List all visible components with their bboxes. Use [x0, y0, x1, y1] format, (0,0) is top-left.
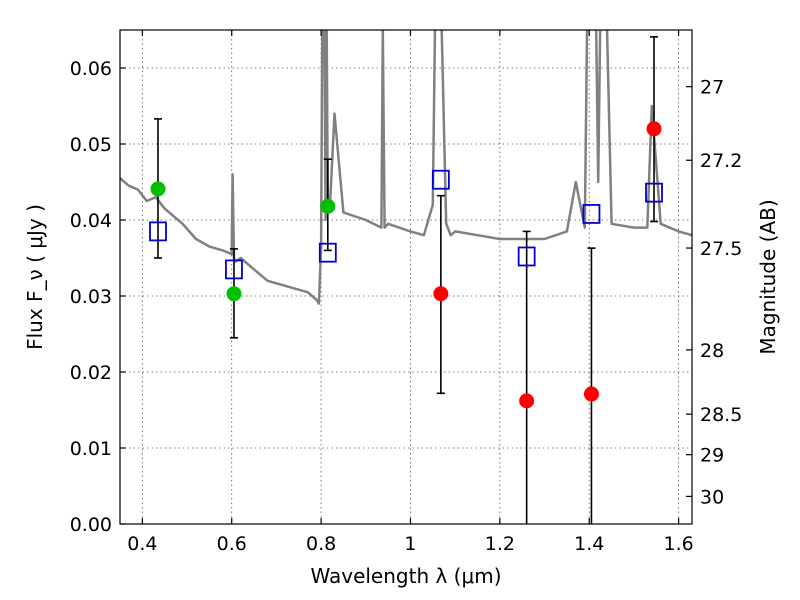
spectrum-layer [120, 30, 692, 305]
y-tick-label: 0.01 [70, 438, 112, 460]
model-photometry-square [225, 259, 243, 280]
model-photometry-square [582, 204, 601, 224]
mag-tick-label: 27.5 [700, 238, 742, 260]
y-tick-label: 0.02 [70, 362, 112, 384]
y-tick-label: 0.03 [70, 286, 112, 308]
x-tick-label: 1.4 [574, 533, 604, 555]
model-photometry-square [149, 221, 167, 242]
error-bars [153, 36, 659, 524]
x-axis-label: Wavelength λ (μm) [310, 564, 501, 588]
detection-point [150, 181, 166, 197]
axis-ticks: 0.4 0.6 0.8 1 1.2 1.4 1.6 0.00 0.01 0.02 0.03 0.04 0… [70, 30, 742, 555]
mag-tick-label: 28 [700, 340, 724, 362]
x-tick-label: 1.2 [485, 533, 515, 555]
x-tick-label: 0.6 [217, 533, 247, 555]
plot-frame [119, 29, 693, 525]
x-tick-label: 0.4 [127, 533, 157, 555]
model-spectrum-line [120, 30, 692, 305]
y-axis-label: Flux F_ν ( μJy ) [23, 204, 47, 350]
low-sn-point [583, 386, 599, 402]
x-tick-label: 1.6 [663, 533, 693, 555]
low-sn-point [433, 286, 449, 302]
detection-point [320, 198, 336, 214]
y-tick-label: 0.00 [70, 514, 112, 536]
low-sn-point [519, 393, 535, 409]
model-photometry-square [431, 169, 450, 190]
model-photometry-square [318, 242, 337, 263]
mag-tick-label: 27 [700, 77, 724, 99]
mag-tick-label: 29 [700, 445, 724, 467]
grid-lines [120, 30, 692, 525]
model-photometry-square [645, 182, 663, 203]
y-tick-label: 0.05 [70, 134, 112, 156]
x-tick-label: 0.8 [306, 533, 336, 555]
y-axis-right-label: Magnitude (AB) [756, 199, 780, 354]
mag-tick-label: 27.2 [700, 150, 742, 172]
x-tick-label: 1 [404, 533, 416, 555]
y-tick-label: 0.06 [70, 58, 112, 80]
detection-point [226, 286, 242, 302]
model-photometry-square [517, 246, 536, 267]
low-sn-point [646, 121, 662, 137]
markers [149, 121, 663, 409]
mag-tick-label: 30 [700, 486, 724, 508]
y-tick-label: 0.04 [70, 210, 112, 232]
mag-tick-label: 28.5 [700, 404, 742, 426]
